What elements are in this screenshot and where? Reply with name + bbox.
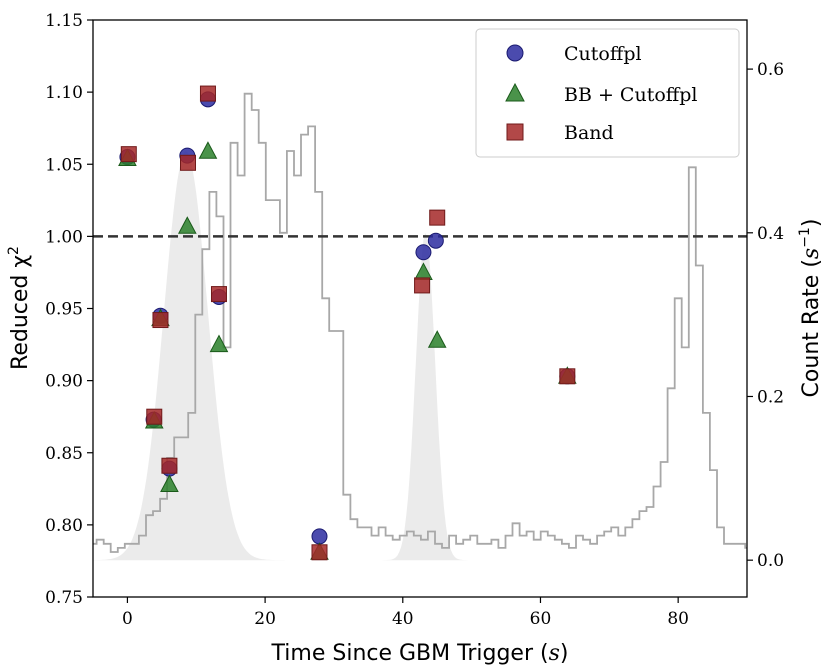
plot-area <box>93 92 747 561</box>
x-axis-title: Time Since GBM Trigger (s) <box>271 641 569 666</box>
data-point-band <box>120 146 137 163</box>
x-tick-label: 20 <box>254 609 276 629</box>
data-point-cutoffpl <box>311 528 328 545</box>
data-point-band <box>311 544 328 561</box>
legend: Cutoffpl BB + Cutoffpl Band <box>475 28 740 158</box>
legend-label-bb-cutoffpl: BB + Cutoffpl <box>564 84 698 106</box>
y2-tick-label: 0.0 <box>757 551 784 571</box>
model-curve-area <box>93 151 747 561</box>
legend-box <box>475 28 740 158</box>
data-point-band <box>429 209 446 226</box>
legend-marker-band <box>506 123 524 141</box>
data-point-band <box>180 154 197 171</box>
y2-tick-label: 0.6 <box>757 60 784 80</box>
legend-label-band: Band <box>564 122 614 144</box>
y-tick-label: 0.85 <box>45 444 83 464</box>
y-tick-label: 0.80 <box>45 516 83 536</box>
x-tick-label: 40 <box>392 609 414 629</box>
y-tick-label: 0.95 <box>45 300 83 320</box>
y-tick-label: 0.90 <box>45 372 83 392</box>
legend-marker-bb-cutoffpl <box>505 82 525 102</box>
y-axis-title-sup: 2 <box>6 246 22 255</box>
data-point-band <box>414 277 431 294</box>
data-point-band <box>199 85 216 102</box>
y-tick-label: 0.75 <box>45 588 83 608</box>
data-point-cutoffpl <box>415 244 432 261</box>
y-tick-label: 1.00 <box>45 227 83 247</box>
data-point-band <box>152 312 169 329</box>
y-tick-label: 1.10 <box>45 83 83 103</box>
data-point-cutoffpl <box>427 232 444 249</box>
right-axis-title: Count Rate (s−1) <box>797 219 824 398</box>
data-point-band <box>559 368 576 385</box>
y-axis-title: Reduced χ2 <box>6 246 33 370</box>
data-point-band <box>210 286 227 303</box>
y-tick-label: 1.15 <box>45 11 83 31</box>
x-tick-label: 60 <box>530 609 552 629</box>
right-axis-title-sup: −1 <box>797 227 813 248</box>
data-point-bb-cutoffpl <box>198 141 218 159</box>
y-tick-label: 1.05 <box>45 155 83 175</box>
data-point-bb-cutoffpl <box>160 474 179 492</box>
data-point-band <box>146 408 163 425</box>
data-point-bb-cutoffpl <box>427 330 447 348</box>
data-point-band <box>161 457 178 474</box>
legend-marker-cutoffpl <box>506 44 524 62</box>
y2-tick-label: 0.4 <box>757 224 784 244</box>
x-tick-label: 80 <box>667 609 689 629</box>
data-point-bb-cutoffpl <box>209 334 229 353</box>
data-series <box>118 85 577 561</box>
legend-label-cutoffpl: Cutoffpl <box>564 43 642 65</box>
axis-ticks: 0 20 40 60 80 0.75 0.80 0.85 0.90 0.95 1.00 1.05 1.1… <box>45 11 784 629</box>
data-point-bb-cutoffpl <box>177 216 197 234</box>
y2-tick-label: 0.2 <box>757 387 784 407</box>
x-axis-unit: s <box>549 641 560 666</box>
plot-inner <box>93 92 747 561</box>
x-tick-label: 0 <box>122 609 133 629</box>
series-band <box>120 85 576 561</box>
light-curve-line <box>93 92 747 553</box>
